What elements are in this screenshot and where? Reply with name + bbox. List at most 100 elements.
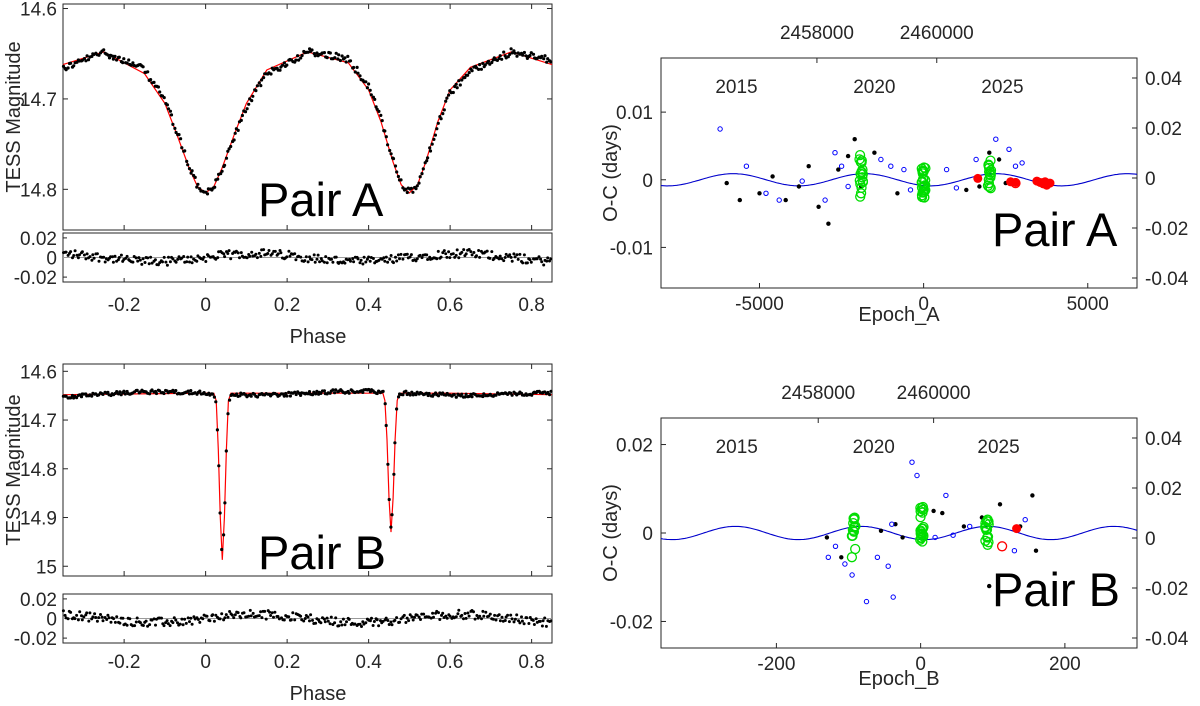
residual-point	[315, 257, 319, 261]
residual-point	[121, 616, 125, 620]
data-point	[285, 63, 289, 67]
data-point	[278, 68, 282, 72]
residual-point	[289, 618, 293, 622]
residual-point	[293, 252, 297, 256]
pair-b-annotation: Pair B	[258, 526, 386, 579]
year-label: 2015	[716, 437, 758, 458]
data-point	[388, 148, 392, 153]
residual-point	[460, 613, 464, 617]
data-point	[90, 54, 94, 59]
x-tick-label: 0.2	[274, 652, 300, 673]
top-tick-label: 2460000	[900, 23, 974, 44]
residual-point	[509, 613, 513, 617]
data-point	[386, 462, 390, 466]
data-point	[374, 105, 378, 109]
residual-point	[515, 253, 519, 257]
residual-point	[143, 261, 147, 264]
residual-point	[306, 260, 310, 264]
right-tick-label: -0.02	[1145, 579, 1188, 600]
data-point	[460, 78, 464, 82]
residual-point	[239, 616, 243, 620]
residual-point	[330, 257, 333, 261]
oc-point-green	[915, 506, 926, 517]
data-point	[528, 53, 532, 58]
data-point	[308, 47, 312, 51]
oc-point-green	[983, 162, 995, 174]
data-point	[336, 57, 340, 61]
oc-point-black	[900, 535, 905, 540]
data-point	[506, 55, 510, 59]
residual-point	[517, 619, 520, 623]
residual-point	[537, 255, 541, 259]
data-point	[481, 61, 485, 65]
oc-point-black	[996, 157, 1002, 162]
residual-point	[480, 617, 483, 621]
pair-a-oc-xlabel: Epoch_A	[858, 304, 940, 326]
residual-point	[444, 252, 448, 256]
pair-b-oc-annotation: Pair B	[992, 563, 1120, 616]
residual-point	[222, 252, 226, 256]
oc-point-red	[973, 173, 983, 183]
data-point	[424, 391, 429, 395]
data-point	[255, 395, 260, 399]
oc-point-blue	[842, 561, 848, 567]
residual-point	[323, 620, 327, 624]
x-tick-label: 200	[1049, 654, 1081, 675]
oc-point-green	[916, 163, 927, 174]
residual-point	[184, 621, 188, 625]
y-tick-label: 0	[642, 524, 653, 545]
residual-point	[250, 250, 254, 254]
x-tick-label: 5000	[1067, 294, 1109, 315]
residual-point	[540, 260, 544, 264]
y-tick-label: -0.02	[610, 612, 653, 633]
residual-point	[189, 616, 193, 620]
oc-point-blue	[838, 163, 845, 169]
residual-point	[522, 622, 526, 626]
residual-point	[105, 618, 109, 621]
residual-point	[251, 611, 255, 615]
residual-point	[92, 256, 96, 260]
residual-point	[341, 617, 345, 621]
res-y-tick-label: 0.02	[20, 229, 57, 250]
data-point	[387, 497, 391, 502]
x-tick-label: 0.4	[355, 295, 382, 316]
residual-point	[340, 623, 344, 627]
residual-point	[549, 257, 553, 261]
residual-point	[445, 616, 449, 620]
residual-point	[409, 253, 413, 257]
residual-point	[304, 255, 308, 259]
residual-point	[460, 250, 464, 254]
oc-point-blue	[901, 166, 907, 173]
oc-point-blue	[907, 187, 914, 193]
data-point	[490, 60, 494, 65]
data-point	[369, 93, 373, 97]
data-point	[543, 54, 547, 58]
residual-point	[165, 619, 169, 623]
data-point	[393, 164, 398, 168]
data-point	[512, 49, 516, 53]
residual-point	[224, 613, 228, 617]
oc-point-black	[1033, 548, 1039, 553]
residual-point	[438, 618, 442, 621]
residual-point	[353, 622, 357, 626]
oc-point-blue	[763, 190, 769, 197]
residual-point	[228, 610, 232, 613]
oc-point-green	[917, 507, 928, 518]
oc-point-black	[940, 510, 945, 516]
data-point	[282, 394, 286, 398]
data-point	[240, 113, 244, 118]
data-point	[467, 71, 471, 75]
residual-point	[72, 254, 76, 257]
oc-point-blue	[967, 523, 973, 530]
data-point	[190, 169, 194, 173]
residual-point	[488, 612, 492, 616]
oc-point-green	[985, 165, 997, 176]
residual-point	[154, 623, 157, 627]
data-point	[521, 53, 525, 57]
year-label: 2025	[981, 77, 1023, 98]
residual-point	[214, 613, 218, 617]
oc-point-black	[839, 555, 844, 560]
data-point	[262, 76, 266, 80]
residual-point	[466, 611, 470, 615]
residual-point	[410, 615, 414, 619]
